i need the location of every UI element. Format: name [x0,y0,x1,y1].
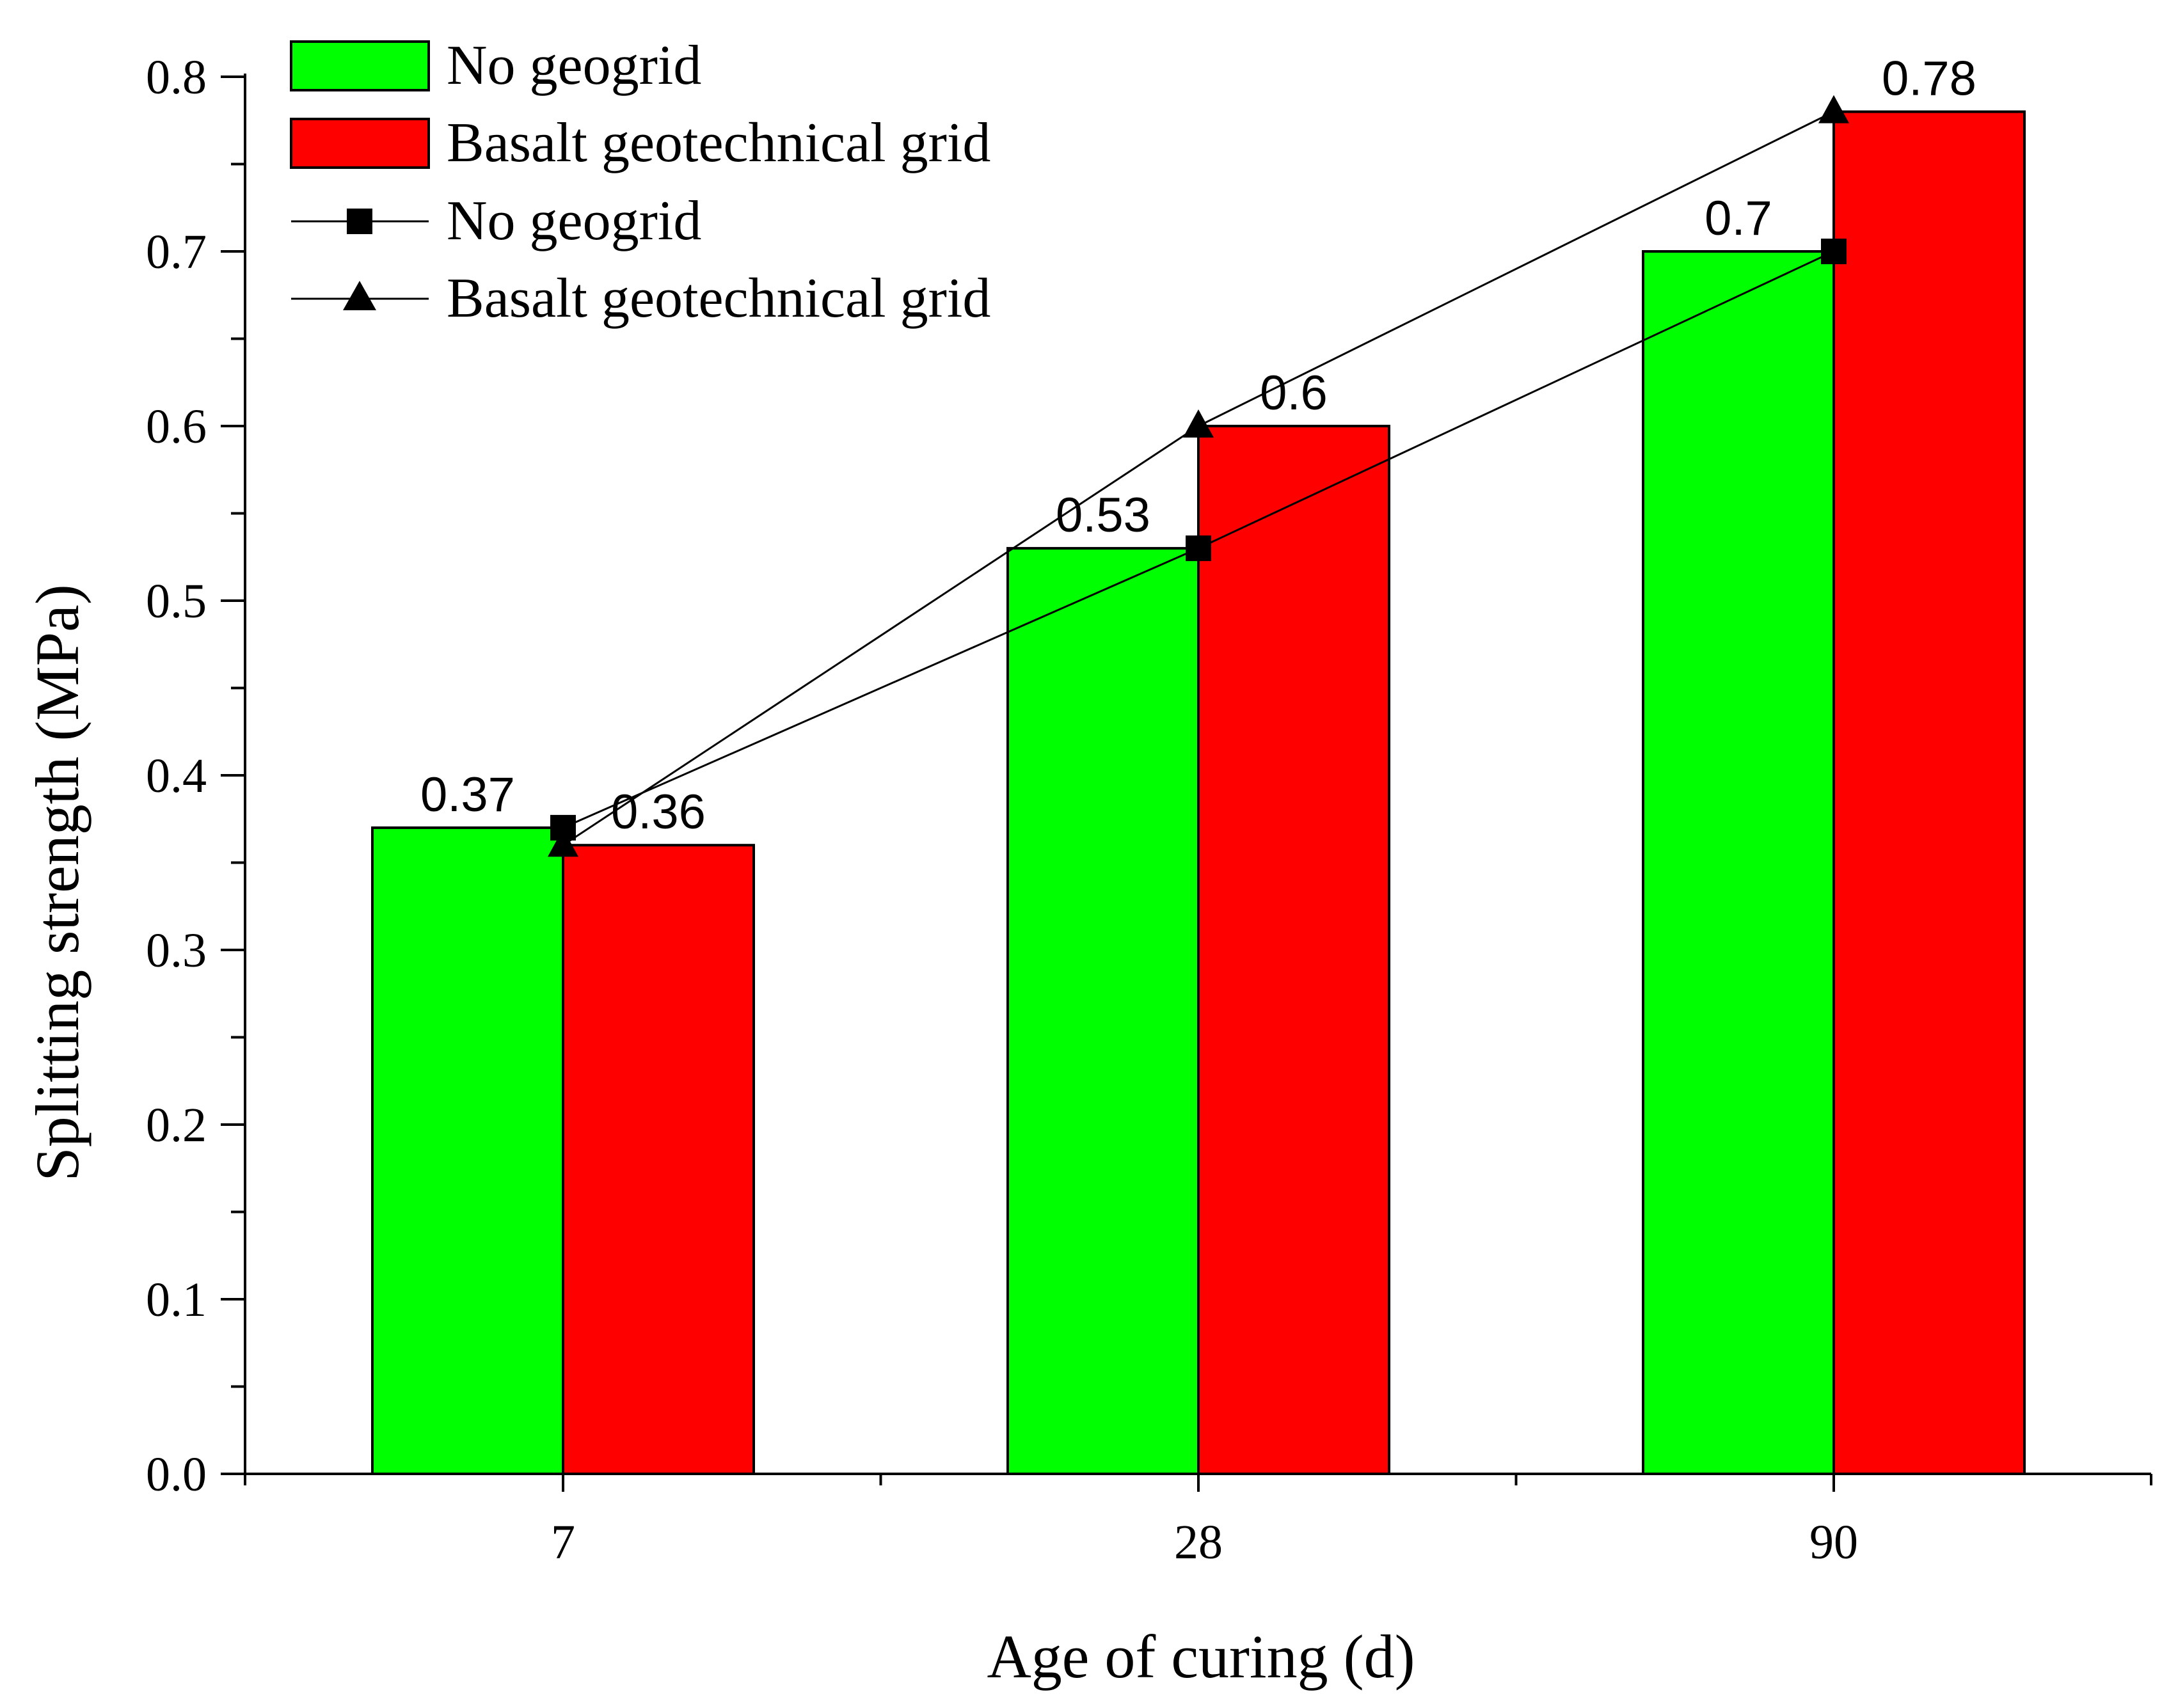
legend-swatch-no-geogrid [290,40,430,91]
bar-basalt-28 [1197,425,1390,1475]
y-tick-label: 0.1 [146,1273,207,1327]
y-tick-label: 0.7 [146,225,207,279]
data-label: 0.37 [420,768,515,822]
y-tick-label: 0.0 [146,1448,207,1501]
legend-swatch-basalt [290,118,430,169]
legend-marker-triangle [343,281,376,310]
legend-label: No geogrid [447,190,701,252]
y-tick-label: 0.3 [146,924,207,977]
data-label: 0.53 [1056,488,1150,542]
bar-no-geogrid-7 [371,826,564,1475]
marker-triangle [1183,409,1214,438]
x-axis-title: Age of curing (d) [987,1622,1415,1691]
legend-label: Basalt geotechnical grid [447,267,990,329]
y-tick-label: 0.4 [146,749,207,803]
bar-labels-group: 0.37 0.53 0.7 0.36 0.6 0.78 [420,52,1976,840]
legend: No geogrid Basalt geotechnical grid No geo… [290,35,990,329]
lines-group [548,95,1849,857]
bar-basalt-7 [562,844,755,1475]
y-tick-label: 0.6 [146,400,207,454]
data-label: 0.78 [1882,52,1976,106]
marker-triangle [548,828,578,857]
marker-square [1821,239,1847,264]
marker-square [1186,535,1211,562]
marker-triangle [1818,95,1849,123]
bars-group [371,110,2026,1475]
axes-group: 0.0 0.1 0.2 0.3 0.4 0.5 0.6 0.7 0.8 7 28 90 [146,51,2152,1569]
y-tick-label: 0.5 [146,574,207,628]
x-tick-label: 28 [1174,1515,1223,1569]
y-tick-label: 0.2 [146,1098,207,1152]
y-tick-label: 0.8 [146,51,207,104]
x-tick-label: 90 [1809,1515,1858,1569]
bar-basalt-90 [1832,110,2026,1475]
bar-no-geogrid-90 [1642,250,1835,1475]
x-tick-label: 7 [551,1515,575,1569]
legend-label: Basalt geotechnical grid [447,112,990,174]
y-axis-title: Splitting strength (MPa) [23,584,91,1181]
data-label: 0.36 [611,785,706,839]
legend-marker-square [347,209,372,234]
data-label: 0.6 [1260,366,1328,420]
legend-label: No geogrid [447,35,701,97]
data-label: 0.7 [1705,191,1772,246]
bar-no-geogrid-28 [1006,547,1200,1475]
